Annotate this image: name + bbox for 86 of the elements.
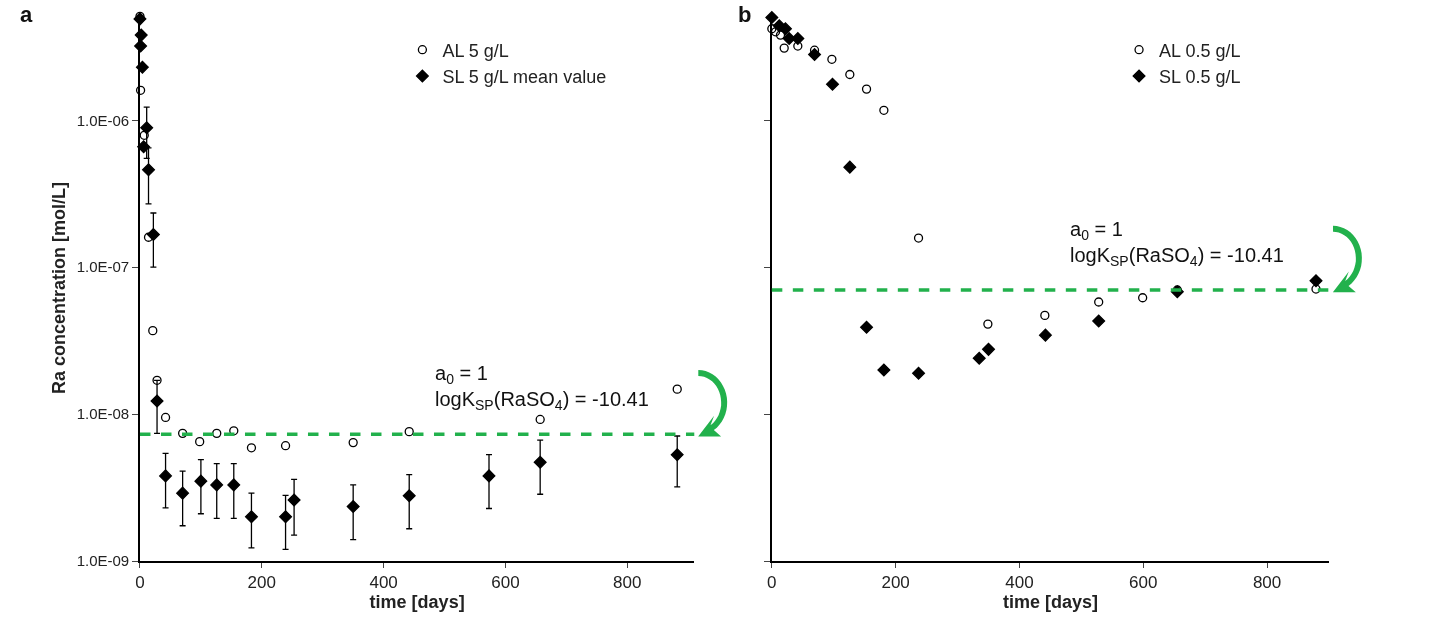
ref-line-label: a$_{0}$ = 1 logK$_{SP}$(RaSO$_{4}$) = -10.41	[435, 362, 649, 414]
y-tick-label: 1.0E-09	[76, 552, 130, 570]
point	[860, 320, 874, 334]
point	[404, 427, 414, 437]
point	[877, 363, 891, 377]
point	[782, 32, 796, 46]
point	[140, 121, 154, 135]
point	[152, 375, 162, 385]
point	[879, 105, 889, 115]
point	[912, 366, 926, 380]
ref-line-label: a$_{0}$ = 1 logK$_{SP}$(RaSO$_{4}$) = -10.41	[1070, 218, 1284, 270]
point	[146, 228, 160, 241]
point	[808, 48, 822, 62]
point	[1309, 274, 1323, 288]
point	[402, 489, 416, 503]
point	[1092, 314, 1106, 328]
point	[535, 414, 545, 425]
point	[210, 478, 224, 492]
legend-label: AL 0.5 g/L	[1159, 40, 1241, 61]
x-tick-label: 200	[247, 573, 276, 593]
point	[137, 140, 151, 154]
point	[160, 412, 171, 423]
x-tick-label: 0	[135, 573, 145, 593]
point	[227, 478, 241, 492]
point	[139, 130, 149, 140]
point	[767, 24, 777, 34]
point	[1138, 293, 1148, 303]
chart-title: a	[20, 2, 33, 27]
point	[195, 436, 205, 447]
legend-label: SL 0.5 g/L	[1159, 67, 1241, 88]
point	[1094, 297, 1104, 307]
x-tick-label: 600	[1129, 573, 1158, 593]
point	[177, 428, 188, 438]
point	[791, 32, 805, 46]
point	[845, 69, 855, 80]
point	[279, 510, 293, 524]
point	[135, 85, 146, 95]
point	[246, 443, 257, 453]
x-tick-label: 800	[1252, 573, 1282, 593]
point	[194, 474, 208, 488]
x-tick-label: 200	[881, 573, 910, 593]
y-tick-label: 1.0E-08	[76, 405, 130, 423]
x-tick-label: 400	[369, 573, 398, 593]
point	[176, 486, 190, 500]
point	[533, 455, 547, 469]
point	[672, 384, 682, 394]
chart-title: b	[738, 2, 752, 27]
point	[135, 60, 149, 74]
point	[244, 510, 258, 524]
point	[1038, 328, 1052, 342]
point	[827, 54, 837, 64]
point	[843, 160, 857, 174]
x-tick-label: 400	[1005, 573, 1034, 593]
legend-label: AL 5 g/L	[442, 40, 509, 61]
point	[148, 326, 158, 336]
point	[793, 41, 803, 51]
point	[670, 448, 684, 462]
point	[779, 43, 789, 53]
point	[482, 469, 496, 483]
legend-label: SL 5 g/L mean value	[442, 67, 607, 88]
point	[229, 426, 239, 436]
y-axis-title: Ra concentration [mol/L]	[49, 182, 70, 395]
point	[1040, 310, 1050, 321]
point	[982, 342, 995, 356]
point	[212, 428, 222, 438]
x-tick-label: 800	[613, 573, 642, 593]
y-tick-label: 1.0E-07	[76, 258, 130, 276]
point	[972, 351, 986, 365]
point	[1311, 284, 1321, 294]
point	[142, 163, 156, 177]
x-axis-title: time [days]	[1002, 592, 1098, 613]
x-tick-label: 0	[767, 573, 777, 593]
point	[775, 30, 786, 40]
y-tick-label: 1.0E-06	[76, 111, 130, 129]
point	[861, 84, 872, 94]
point	[346, 500, 360, 514]
x-tick-label: 600	[491, 573, 520, 593]
point	[348, 437, 358, 448]
point	[913, 233, 924, 243]
point	[983, 319, 993, 329]
x-axis-title: time [days]	[369, 592, 465, 613]
point	[287, 493, 301, 507]
point	[280, 441, 291, 451]
point	[150, 394, 164, 408]
point	[825, 77, 839, 91]
point	[159, 469, 173, 483]
